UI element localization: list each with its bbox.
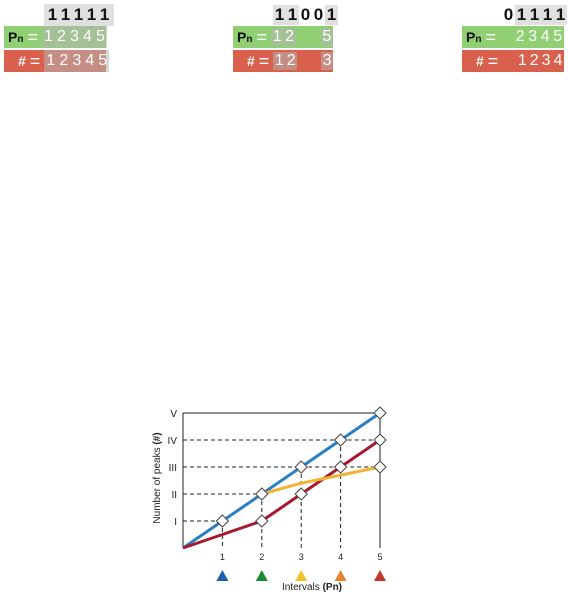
- data-point-marker: [333, 460, 348, 474]
- count-value: 4: [553, 52, 563, 69]
- data-point-marker: [333, 433, 348, 447]
- bit: 1: [47, 5, 58, 24]
- series-line-2: [182, 438, 381, 550]
- bit: 0: [300, 5, 311, 24]
- y-tick-label: III: [169, 463, 177, 474]
- y-tick-label: V: [170, 409, 177, 420]
- pn-label: Pn: [466, 29, 482, 45]
- interval-triangle-icon: [295, 570, 308, 581]
- data-point-marker: [373, 460, 387, 474]
- panel-3: 0 1 1 1 1 Pn = 2 3 4 5 # = 1 2 3 4: [462, 4, 568, 72]
- count-row: # = 1 2 3 4: [462, 50, 564, 72]
- pn-value: 1: [44, 28, 53, 45]
- data-point-marker: [294, 460, 308, 474]
- count-value: 3: [541, 52, 551, 69]
- count-value: 4: [85, 52, 95, 69]
- y-tick-label: I: [174, 517, 177, 528]
- bit: 1: [528, 5, 541, 25]
- count-value: 1: [273, 52, 286, 70]
- count-label: #: [247, 53, 255, 69]
- x-tick-label: 4: [338, 552, 343, 562]
- bit-row: 1 1 1 1 1: [44, 4, 114, 26]
- x-tick-label: 2: [259, 552, 264, 562]
- bit-row: 1 1 0 0 1: [271, 4, 341, 26]
- bit: 1: [99, 5, 110, 24]
- pn-value: 2: [57, 28, 66, 45]
- count-value: 1: [517, 52, 527, 69]
- bit: 0: [313, 5, 324, 24]
- panel-1: 1 1 1 1 1 Pn = 1 2 3 4 5 # = 1 2 3 4 5: [4, 4, 114, 72]
- x-axis-label: Intervals (Pn): [282, 582, 342, 593]
- bit: 1: [86, 5, 97, 24]
- bit: 0: [503, 5, 514, 24]
- x-tick-label: 3: [299, 552, 304, 562]
- pn-value: 5: [96, 28, 105, 45]
- pn-label: Pn: [8, 29, 24, 45]
- pn-row: Pn = 2 3 4 5: [462, 26, 564, 48]
- interval-triangle-icon: [334, 570, 347, 581]
- bit: 1: [541, 5, 554, 25]
- bit: 1: [60, 5, 71, 24]
- count-value: 1: [46, 52, 56, 69]
- pn-value: 4: [83, 28, 92, 45]
- count-label: #: [18, 53, 26, 69]
- series-line-3: [261, 465, 381, 496]
- pn-row: Pn = 1 2 5: [233, 26, 333, 48]
- count-value: 2: [59, 52, 69, 69]
- y-axis-label: Number of peaks (#): [152, 432, 163, 523]
- data-point-marker: [215, 514, 230, 528]
- y-tick-label: IV: [168, 436, 178, 447]
- count-row: # = 1 2 3 4 5: [4, 50, 110, 72]
- data-point-marker: [255, 514, 269, 528]
- pn-value: 3: [70, 28, 79, 45]
- panel-2: 1 1 0 0 1 Pn = 1 2 5 # = 1 2 3: [233, 4, 341, 72]
- pn-value: 5: [553, 28, 563, 45]
- bit: 1: [273, 5, 286, 25]
- data-point-marker: [373, 406, 387, 420]
- y-tick-label: II: [171, 490, 177, 501]
- x-tick-label: 5: [377, 552, 382, 562]
- pn-value: 2: [283, 28, 296, 46]
- count-label: #: [476, 53, 484, 69]
- bit: 1: [325, 5, 338, 25]
- bit: 1: [554, 5, 567, 25]
- x-tick-label: 1: [220, 552, 225, 562]
- interval-triangle-icon: [255, 570, 268, 581]
- count-value: 5: [98, 52, 108, 69]
- interval-triangle-icon: [374, 570, 386, 581]
- pn-value: 3: [528, 28, 538, 45]
- bit: 1: [73, 5, 84, 24]
- count-value: 3: [72, 52, 82, 69]
- pn-value: 2: [515, 28, 525, 45]
- series-line-1: [182, 411, 381, 550]
- bit-row: 0 1 1 1 1: [500, 4, 568, 26]
- pn-value: 1: [270, 28, 284, 46]
- data-point-marker: [373, 433, 387, 447]
- pn-label: Pn: [237, 29, 253, 45]
- count-value: 3: [321, 52, 333, 70]
- bit: 1: [515, 5, 528, 25]
- pn-value: 4: [540, 28, 550, 45]
- count-value: 2: [285, 52, 298, 70]
- bit: 1: [286, 5, 299, 25]
- data-point-marker: [294, 487, 308, 501]
- count-value: 2: [529, 52, 539, 69]
- interval-triangle-icon: [216, 570, 229, 581]
- pn-row: Pn = 1 2 3 4 5: [4, 26, 107, 48]
- data-point-marker: [255, 487, 269, 501]
- pn-value: 5: [320, 28, 333, 46]
- count-row: # = 1 2 3: [233, 50, 333, 72]
